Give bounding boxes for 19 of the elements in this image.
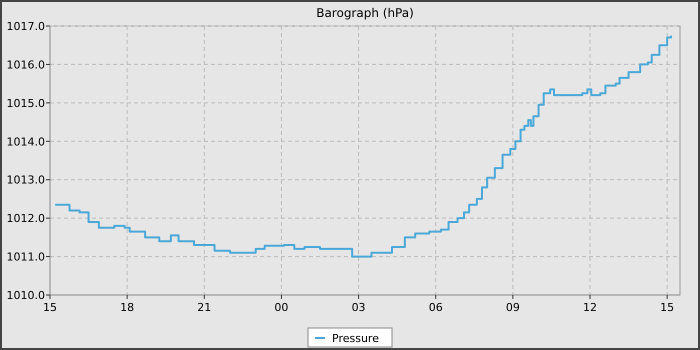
x-tick-label: 15: [660, 301, 674, 314]
y-tick-label: 1010.0: [6, 289, 45, 302]
x-tick-label: 09: [506, 301, 520, 314]
y-tick-label: 1012.0: [6, 212, 45, 226]
legend-label: Pressure: [332, 332, 380, 345]
x-tick-label: 12: [583, 301, 597, 314]
x-tick-label: 03: [352, 301, 366, 314]
y-tick-label: 1014.0: [6, 135, 45, 148]
x-tick-label: 15: [43, 301, 57, 314]
y-tick-label: 1013.0: [6, 174, 45, 187]
x-tick-label: 18: [120, 301, 134, 314]
x-tick-label: 00: [274, 301, 288, 314]
y-tick-label: 1011.0: [6, 250, 45, 264]
y-tick-label: 1017.0: [6, 20, 45, 33]
y-tick-label: 1015.0: [6, 96, 45, 110]
chart-title: Barograph (hPa): [316, 6, 414, 20]
x-tick-label: 06: [428, 301, 443, 314]
x-tick-label: 21: [197, 301, 212, 314]
y-tick-label: 1016.0: [6, 58, 45, 72]
